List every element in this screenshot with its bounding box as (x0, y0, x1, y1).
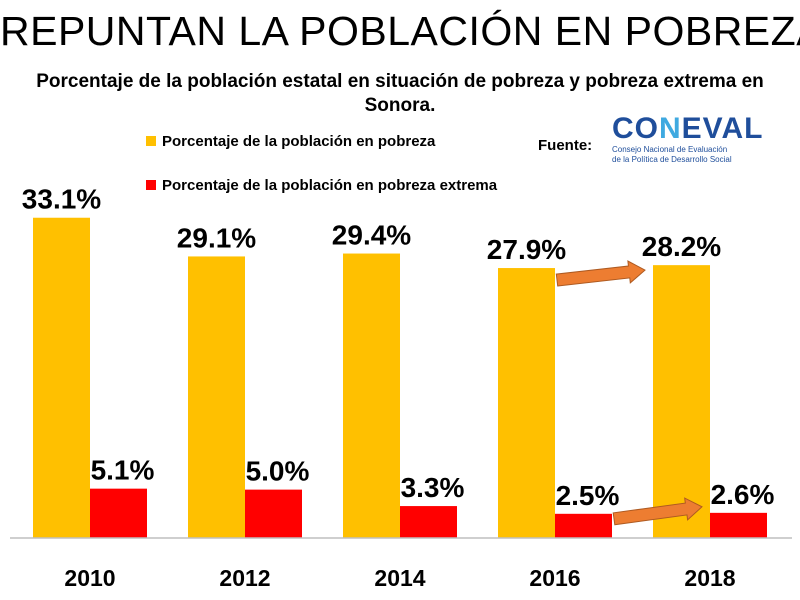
bar-pobreza-extrema-2016 (555, 513, 612, 538)
bar-pobreza-2016 (498, 268, 555, 538)
data-label-pobreza-extrema-2016: 2.5% (556, 480, 620, 511)
bar-pobreza-extrema-2010 (90, 488, 147, 538)
legend-swatch-pobreza-extrema (146, 180, 156, 190)
data-label-pobreza-2018: 28.2% (642, 231, 721, 262)
source-label: Fuente: (538, 137, 593, 154)
bar-pobreza-2018 (653, 265, 710, 538)
page-title: REPUNTAN LA POBLACIÓN EN POBREZA (0, 8, 800, 54)
x-tick-label-2018: 2018 (684, 565, 735, 591)
x-tick-label-2014: 2014 (374, 565, 425, 591)
coneval-logo-wordmark: CONEVAL (612, 112, 764, 145)
bar-pobreza-2014 (343, 253, 400, 538)
coneval-logo: CONEVAL Consejo Nacional de Evaluación d… (612, 113, 772, 173)
chart-subtitle: Porcentaje de la población estatal en si… (36, 71, 764, 116)
x-tick-label-2010: 2010 (64, 565, 115, 591)
data-label-pobreza-2012: 29.1% (177, 222, 256, 253)
data-label-pobreza-2016: 27.9% (487, 234, 566, 265)
bar-pobreza-extrema-2018 (710, 512, 767, 538)
data-label-pobreza-2010: 33.1% (22, 184, 101, 215)
x-tick-label-2016: 2016 (529, 565, 580, 591)
legend-item-pobreza: Porcentaje de la población en pobreza (146, 131, 497, 151)
coneval-logo-line-1: Consejo Nacional de Evaluación (612, 145, 728, 154)
legend-label-pobreza: Porcentaje de la población en pobreza (162, 132, 436, 150)
bar-pobreza-2012 (188, 256, 245, 538)
data-label-pobreza-extrema-2014: 3.3% (401, 472, 465, 503)
trend-arrow-pobreza (555, 260, 646, 287)
data-label-pobreza-2014: 29.4% (332, 220, 411, 251)
legend-label-pobreza-extrema: Porcentaje de la población en pobreza ex… (162, 176, 498, 194)
coneval-logo-line-2: de la Política de Desarrollo Social (612, 155, 732, 164)
legend-item-pobreza-extrema: Porcentaje de la población en pobreza ex… (146, 175, 497, 195)
trend-arrow-pobreza-extrema (612, 497, 703, 526)
x-tick-label-2012: 2012 (219, 565, 270, 591)
chart-legend: Porcentaje de la población en pobreza Po… (146, 131, 497, 219)
data-label-pobreza-extrema-2010: 5.1% (91, 455, 155, 486)
legend-swatch-pobreza (146, 136, 156, 146)
data-label-pobreza-extrema-2018: 2.6% (711, 479, 775, 510)
bar-pobreza-2010 (33, 217, 90, 538)
bar-pobreza-extrema-2012 (245, 489, 302, 538)
bar-pobreza-extrema-2014 (400, 506, 457, 538)
data-label-pobreza-extrema-2012: 5.0% (246, 456, 310, 487)
